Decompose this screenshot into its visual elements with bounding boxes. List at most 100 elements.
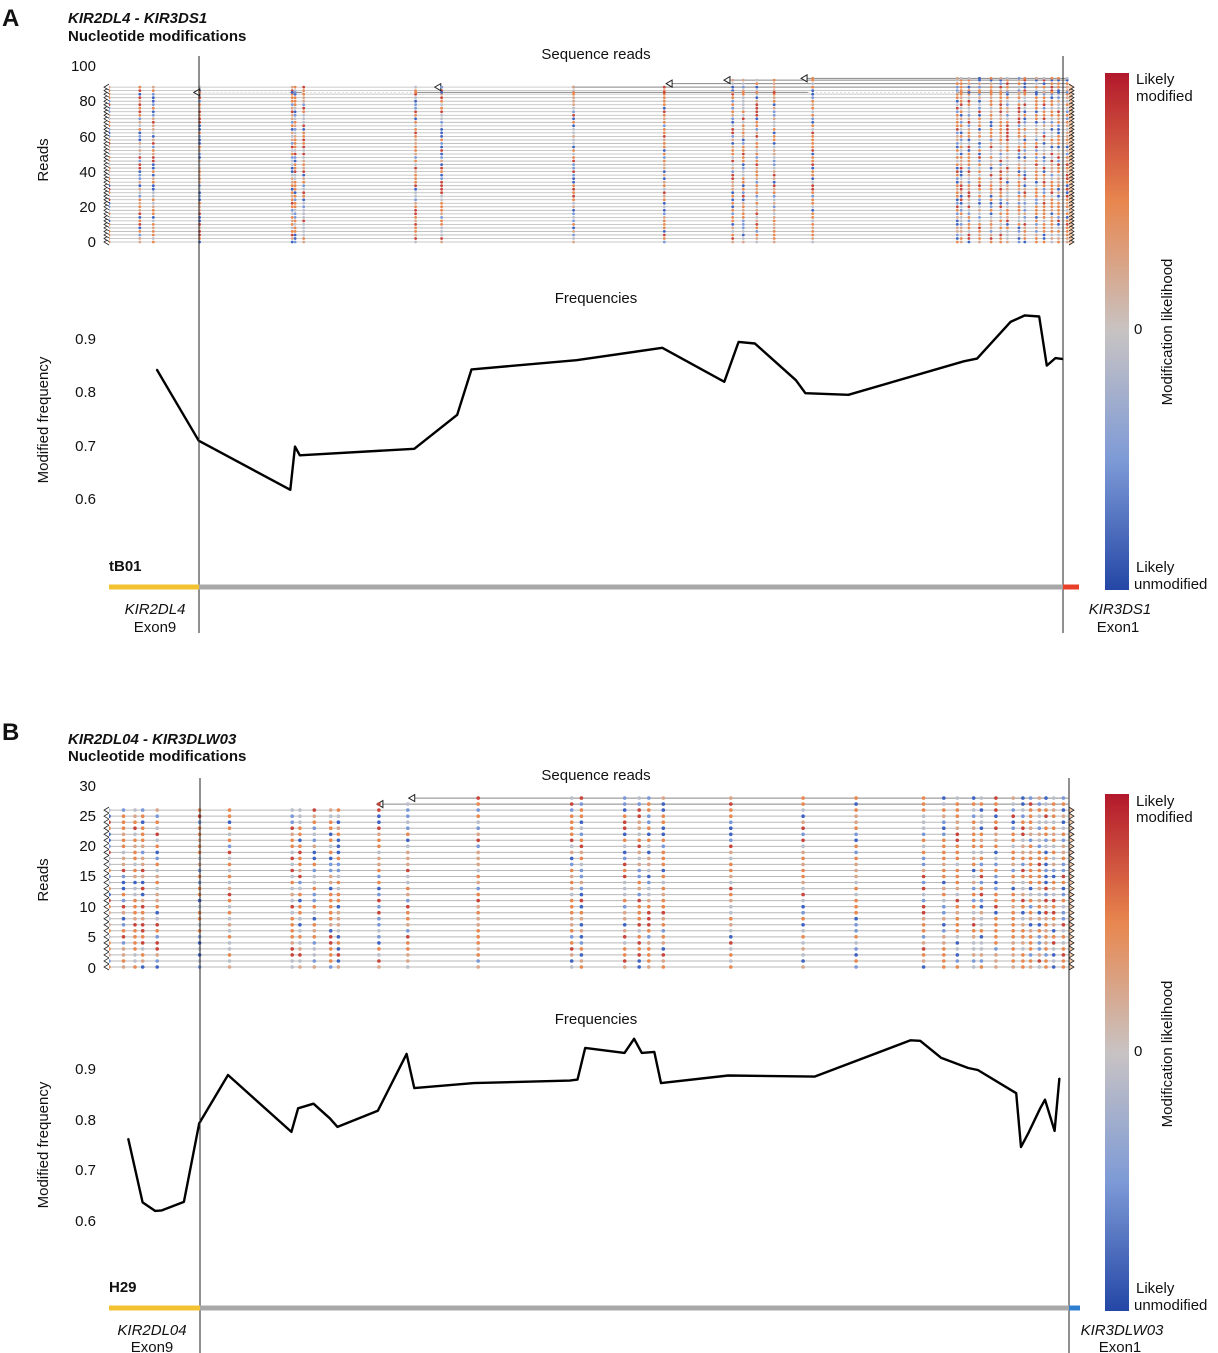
- modification-dot: [1044, 820, 1048, 824]
- modification-dot: [312, 880, 317, 885]
- modification-dot: [312, 941, 317, 945]
- modification-dot: [647, 910, 651, 915]
- modification-dot: [729, 898, 733, 903]
- modification-dot: [302, 187, 306, 191]
- modification-dot: [1065, 166, 1069, 170]
- modification-dot: [298, 868, 302, 873]
- modification-dot: [290, 198, 294, 202]
- modification-dot: [994, 904, 998, 909]
- modification-dot: [406, 820, 410, 824]
- modification-dot: [1057, 205, 1060, 209]
- modification-dot: [959, 170, 963, 174]
- modification-dot: [1051, 947, 1056, 951]
- reads-plot: [103, 73, 1075, 246]
- modification-dot: [476, 935, 481, 939]
- modification-dot: [290, 149, 294, 152]
- modification-dot: [569, 953, 574, 957]
- modification-dot: [955, 149, 959, 152]
- modification-dot: [569, 923, 574, 927]
- modification-dot: [1037, 935, 1042, 939]
- modification-dot: [729, 892, 733, 897]
- modification-dot: [1065, 106, 1069, 110]
- modification-dot: [1023, 96, 1027, 100]
- modification-dot: [967, 180, 971, 184]
- modification-dot: [971, 868, 976, 873]
- modification-dot: [1017, 138, 1021, 142]
- modification-dot: [741, 135, 745, 138]
- modification-dot: [572, 208, 575, 212]
- freq-tick: 0.7: [75, 438, 96, 455]
- modification-dot: [729, 904, 733, 909]
- modification-dot: [801, 814, 805, 818]
- modification-dot: [662, 208, 666, 212]
- modification-dot: [572, 177, 575, 181]
- colorbar-gradient: [1105, 73, 1129, 590]
- modification-dot: [999, 117, 1003, 121]
- modification-dot: [293, 237, 297, 240]
- modification-dot: [1021, 808, 1025, 812]
- modification-dot: [440, 166, 443, 170]
- modification-dot: [731, 170, 735, 174]
- modification-dot: [978, 96, 981, 100]
- modification-dot: [955, 156, 959, 159]
- modification-dot: [298, 832, 302, 837]
- modification-dot: [999, 145, 1003, 149]
- modification-dot: [921, 838, 926, 843]
- modification-dot: [121, 868, 126, 873]
- modification-dot: [1011, 929, 1015, 933]
- modification-dot: [955, 880, 960, 885]
- modification-dot: [290, 886, 295, 891]
- modification-dot: [647, 850, 651, 855]
- modification-dot: [1017, 96, 1021, 100]
- modification-dot: [151, 180, 155, 184]
- modification-dot: [755, 131, 759, 135]
- modification-dot: [772, 233, 776, 237]
- modification-dot: [1006, 177, 1009, 181]
- read-end-marker: [1068, 849, 1075, 856]
- modification-dot: [1061, 832, 1066, 837]
- modification-dot: [151, 173, 155, 177]
- modification-dot: [377, 965, 381, 969]
- modification-dot: [1035, 216, 1038, 219]
- modification-dot: [811, 149, 815, 152]
- modification-dot: [959, 159, 963, 163]
- frequency-point: [847, 394, 850, 396]
- modification-dot: [955, 187, 959, 191]
- modification-dot: [854, 941, 858, 945]
- modification-dot: [979, 898, 984, 903]
- modification-dot: [1011, 953, 1015, 957]
- modification-dot: [414, 127, 417, 131]
- modification-dot: [731, 96, 735, 100]
- modification-dot: [155, 850, 159, 855]
- modification-dot: [994, 808, 998, 812]
- modification-dot: [1028, 880, 1033, 885]
- modification-dot: [476, 832, 481, 837]
- modification-dot: [140, 904, 145, 909]
- modification-dot: [801, 959, 805, 963]
- modification-dot: [569, 880, 574, 885]
- modification-dot: [661, 941, 666, 945]
- modification-dot: [755, 187, 759, 191]
- modification-dot: [955, 929, 960, 933]
- modification-dot: [414, 131, 417, 135]
- modification-dot: [138, 219, 142, 223]
- modification-dot: [772, 219, 776, 223]
- modification-dot: [978, 120, 981, 124]
- modification-dot: [440, 198, 443, 202]
- modification-dot: [569, 935, 574, 939]
- modification-dot: [227, 947, 232, 951]
- modification-dot: [959, 103, 963, 107]
- modification-dot: [290, 120, 294, 124]
- modification-dot: [978, 106, 981, 110]
- modification-dot: [414, 110, 417, 114]
- modification-dot: [406, 910, 410, 915]
- read-end-marker: [1068, 927, 1075, 935]
- modification-dot: [579, 862, 584, 867]
- modification-dot: [138, 170, 142, 174]
- read-end-marker: [1068, 812, 1075, 820]
- modification-dot: [569, 844, 574, 849]
- modification-dot: [121, 826, 126, 830]
- modification-dot: [854, 802, 858, 806]
- modification-dot: [662, 212, 666, 216]
- modification-dot: [302, 113, 306, 117]
